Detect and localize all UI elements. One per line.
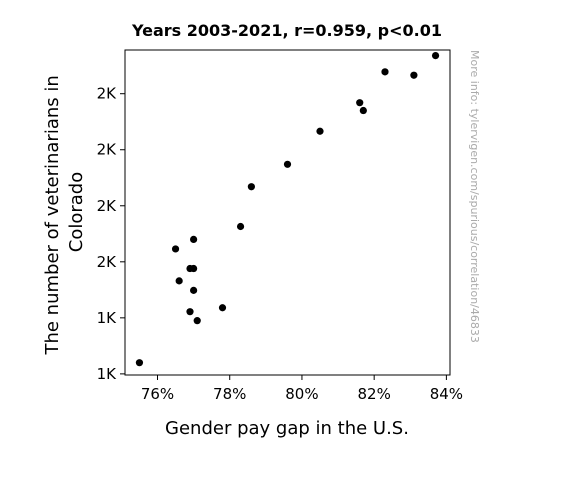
- plot-area: [124, 49, 451, 376]
- x-tick-label: 78%: [213, 385, 246, 403]
- y-tick-label: 2K: [97, 141, 118, 159]
- data-point: [175, 277, 183, 285]
- x-axis-label: Gender pay gap in the U.S.: [165, 418, 409, 439]
- y-tick-label: 2K: [97, 197, 118, 215]
- y-tick-label: 1K: [97, 365, 118, 383]
- data-point: [171, 245, 180, 253]
- data-point: [218, 304, 227, 312]
- y-axis: 1K 1K 2K 2K 2K 2K: [97, 85, 125, 383]
- y-tick-label: 2K: [97, 253, 118, 271]
- data-point: [135, 359, 144, 367]
- data-point: [190, 264, 198, 273]
- x-axis: 76% 78% 80% 82% 84%: [141, 375, 463, 403]
- x-tick-label: 76%: [141, 385, 174, 403]
- y-axis-label-line-2: Colorado: [66, 172, 87, 252]
- data-point: [190, 286, 198, 294]
- x-tick-label: 82%: [357, 385, 390, 403]
- y-axis-label: The number of veterinarians in Colorado: [42, 69, 87, 355]
- data-points: [135, 52, 440, 367]
- data-point: [316, 127, 324, 135]
- data-point: [283, 160, 292, 168]
- plot-frame: [124, 49, 451, 376]
- data-point: [190, 235, 198, 243]
- data-point: [186, 308, 194, 316]
- data-point: [247, 183, 255, 191]
- data-point: [193, 317, 201, 325]
- data-point: [381, 68, 389, 76]
- source-note: More info: tylervigen.com/spurious/corre…: [468, 50, 481, 343]
- data-point: [236, 222, 245, 231]
- data-point: [359, 106, 367, 115]
- x-tick-label: 84%: [430, 385, 463, 403]
- y-tick-label: 2K: [97, 85, 118, 103]
- y-axis-label-line-1: The number of veterinarians in: [42, 75, 63, 355]
- y-tick-label: 1K: [97, 309, 118, 327]
- chart-title: Years 2003-2021, r=0.959, p<0.01: [131, 21, 442, 40]
- x-tick-label: 80%: [285, 385, 318, 403]
- data-point: [431, 52, 440, 60]
- data-point: [356, 99, 364, 107]
- data-point: [410, 71, 418, 79]
